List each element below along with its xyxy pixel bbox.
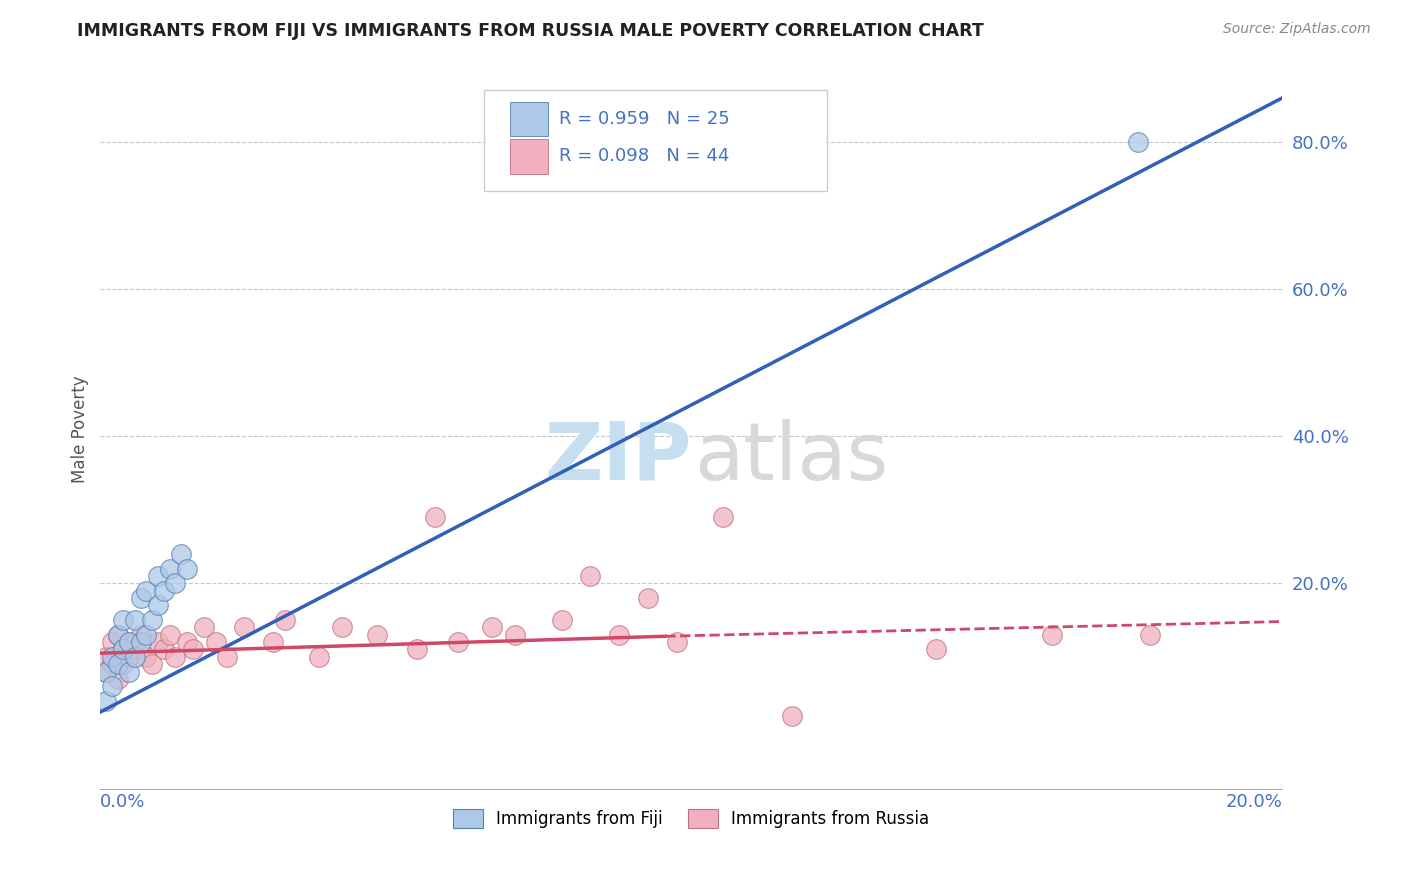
Point [406,642,429,657]
Point [193,620,215,634]
Point [176,561,198,575]
Point [366,628,388,642]
Point [181,642,204,657]
Point [101,635,124,649]
Point [129,591,152,605]
Point [423,510,446,524]
Point [94,665,117,679]
Point [165,576,187,591]
Point [1126,135,1149,149]
Point [107,628,129,642]
Point [332,620,354,634]
Point [637,591,659,605]
Point [550,613,572,627]
Point [308,649,330,664]
Point [176,635,198,649]
Text: ZIP: ZIP [544,418,692,497]
Point [607,628,630,642]
Point [141,613,163,627]
Point [447,635,470,649]
Text: 0.0%: 0.0% [100,793,146,811]
Point [118,635,141,649]
Point [505,628,527,642]
Point [204,635,226,649]
Point [711,510,734,524]
Point [274,613,297,627]
Point [146,569,169,583]
Point [217,649,239,664]
Point [135,628,157,642]
Point [124,642,146,657]
Point [94,665,117,679]
Point [118,635,141,649]
Point [135,583,157,598]
Text: 20.0%: 20.0% [1226,793,1282,811]
Point [112,657,135,672]
Text: R = 0.098   N = 44: R = 0.098 N = 44 [560,147,730,165]
Text: IMMIGRANTS FROM FIJI VS IMMIGRANTS FROM RUSSIA MALE POVERTY CORRELATION CHART: IMMIGRANTS FROM FIJI VS IMMIGRANTS FROM … [77,22,984,40]
Point [152,583,174,598]
Point [925,642,948,657]
Point [1139,628,1161,642]
Point [107,657,129,672]
Point [112,642,135,657]
Point [101,649,124,664]
Text: Source: ZipAtlas.com: Source: ZipAtlas.com [1223,22,1371,37]
Point [129,628,152,642]
Bar [510,102,548,136]
Point [118,665,141,679]
Point [165,649,187,664]
Point [233,620,256,634]
Point [94,649,117,664]
Legend: Immigrants from Fiji, Immigrants from Russia: Immigrants from Fiji, Immigrants from Ru… [447,803,936,835]
FancyBboxPatch shape [485,90,827,191]
Point [124,649,146,664]
Point [146,599,169,613]
Point [159,628,181,642]
Point [101,679,124,693]
Point [107,628,129,642]
Point [481,620,503,634]
Point [141,657,163,672]
Bar [510,139,548,174]
Point [262,635,284,649]
Point [135,649,157,664]
Point [118,649,141,664]
Point [1040,628,1063,642]
Point [129,635,152,649]
Point [112,642,135,657]
Point [780,708,803,723]
Point [94,694,117,708]
Point [170,547,193,561]
Point [159,561,181,575]
Text: R = 0.959   N = 25: R = 0.959 N = 25 [560,110,730,128]
Point [146,635,169,649]
Text: atlas: atlas [693,418,889,497]
Point [124,613,146,627]
Point [107,672,129,686]
Point [152,642,174,657]
Point [665,635,688,649]
Point [101,657,124,672]
Point [112,613,135,627]
Y-axis label: Male Poverty: Male Poverty [72,375,89,483]
Point [579,569,602,583]
